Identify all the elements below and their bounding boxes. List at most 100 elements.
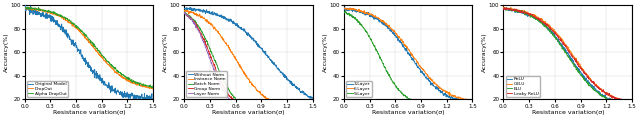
Line: Without Norm: Without Norm: [184, 7, 313, 100]
Without Norm: [286, 80, 294, 81]
ELU: [628, 105, 636, 107]
9-Layer: [342, 10, 349, 12]
Leaky ReLU: [626, 101, 634, 103]
X-axis label: Resistance variation(σ): Resistance variation(σ): [531, 110, 604, 115]
9-Layer: [402, 96, 410, 98]
Leaky ReLU: [625, 100, 633, 101]
Original Model: [91, 77, 99, 78]
Leaky ReLU: [561, 44, 569, 46]
Batch Norm: [243, 106, 250, 107]
ReLU: [562, 49, 570, 51]
3-Layer: [468, 103, 476, 105]
Line: Leaky ReLU: Leaky ReLU: [504, 7, 632, 102]
Line: ReLU: ReLU: [504, 8, 632, 108]
GELU: [576, 64, 584, 65]
Instance Norm: [286, 108, 294, 109]
Leaky ReLU: [577, 66, 584, 68]
Instance Norm: [302, 111, 310, 112]
Leaky ReLU: [570, 57, 577, 59]
Leaky ReLU: [500, 8, 508, 10]
ReLU: [624, 107, 632, 108]
Alpha DropOut: [20, 7, 28, 8]
Original Model: [22, 5, 29, 6]
Batch Norm: [307, 111, 314, 113]
Without Norm: [306, 97, 314, 99]
Alpha DropOut: [82, 35, 90, 37]
Instance Norm: [182, 9, 190, 11]
Layer Norm: [307, 111, 314, 112]
Y-axis label: Accuracy(%): Accuracy(%): [323, 33, 328, 72]
3-Layer: [340, 6, 348, 8]
Legend: ReLU, GELU, ELU, Leaky ReLU: ReLU, GELU, ELU, Leaky ReLU: [506, 76, 540, 97]
3-Layer: [402, 47, 410, 49]
Original Model: [127, 97, 134, 99]
Legend: Without Norm, Instance Norm, Batch Norm, Group Norm, Layer Norm: Without Norm, Instance Norm, Batch Norm,…: [186, 71, 227, 97]
Alpha DropOut: [91, 44, 99, 46]
Y-axis label: Accuracy(%): Accuracy(%): [3, 33, 8, 72]
GELU: [561, 43, 568, 45]
Batch Norm: [180, 13, 188, 14]
6-Layer: [340, 7, 348, 9]
Instance Norm: [242, 75, 250, 76]
Alpha DropOut: [24, 6, 31, 8]
Layer Norm: [257, 111, 265, 112]
Original Model: [20, 5, 28, 7]
6-Layer: [402, 46, 410, 47]
9-Layer: [401, 94, 409, 96]
Instance Norm: [257, 94, 265, 96]
GELU: [561, 44, 569, 46]
Y-axis label: Accuracy(%): Accuracy(%): [163, 33, 168, 72]
ELU: [605, 98, 613, 100]
Instance Norm: [180, 11, 188, 12]
6-Layer: [417, 66, 424, 68]
ReLU: [500, 8, 508, 10]
Leaky ReLU: [628, 101, 636, 103]
Batch Norm: [242, 104, 250, 106]
Original Model: [146, 102, 154, 104]
Original Model: [82, 60, 90, 61]
3-Layer: [401, 49, 409, 51]
DropOut: [83, 39, 90, 40]
Legend: Original Model, DropOut, Alpha DropOut: Original Model, DropOut, Alpha DropOut: [27, 81, 68, 97]
Instance Norm: [309, 110, 317, 112]
Group Norm: [309, 110, 317, 112]
Batch Norm: [181, 11, 189, 13]
Line: Batch Norm: Batch Norm: [184, 12, 313, 112]
9-Layer: [410, 102, 417, 103]
ReLU: [561, 48, 569, 49]
Alpha DropOut: [127, 79, 134, 81]
Without Norm: [309, 99, 317, 101]
3-Layer: [410, 59, 417, 61]
ReLU: [626, 104, 634, 106]
X-axis label: Resistance variation(σ): Resistance variation(σ): [372, 110, 444, 115]
DropOut: [20, 7, 28, 9]
Group Norm: [180, 11, 188, 13]
Y-axis label: Accuracy(%): Accuracy(%): [483, 33, 488, 72]
Without Norm: [187, 6, 195, 8]
Layer Norm: [242, 107, 250, 109]
Batch Norm: [257, 110, 265, 111]
Layer Norm: [243, 108, 250, 109]
Layer Norm: [180, 12, 188, 14]
Without Norm: [242, 31, 250, 32]
6-Layer: [401, 45, 409, 47]
6-Layer: [468, 100, 476, 102]
ELU: [577, 74, 584, 75]
DropOut: [149, 88, 157, 89]
ELU: [561, 51, 569, 53]
Layer Norm: [250, 110, 258, 111]
Line: 3-Layer: 3-Layer: [344, 7, 472, 105]
Line: Alpha DropOut: Alpha DropOut: [24, 7, 153, 88]
DropOut: [91, 47, 99, 49]
Batch Norm: [250, 108, 258, 110]
Line: Instance Norm: Instance Norm: [184, 10, 313, 112]
9-Layer: [445, 107, 453, 108]
Line: Group Norm: Group Norm: [184, 12, 313, 113]
9-Layer: [468, 107, 476, 109]
3-Layer: [417, 69, 424, 71]
Alpha DropOut: [97, 53, 105, 55]
Group Norm: [257, 108, 264, 110]
ELU: [562, 51, 570, 53]
Layer Norm: [286, 110, 294, 112]
Group Norm: [241, 107, 249, 109]
